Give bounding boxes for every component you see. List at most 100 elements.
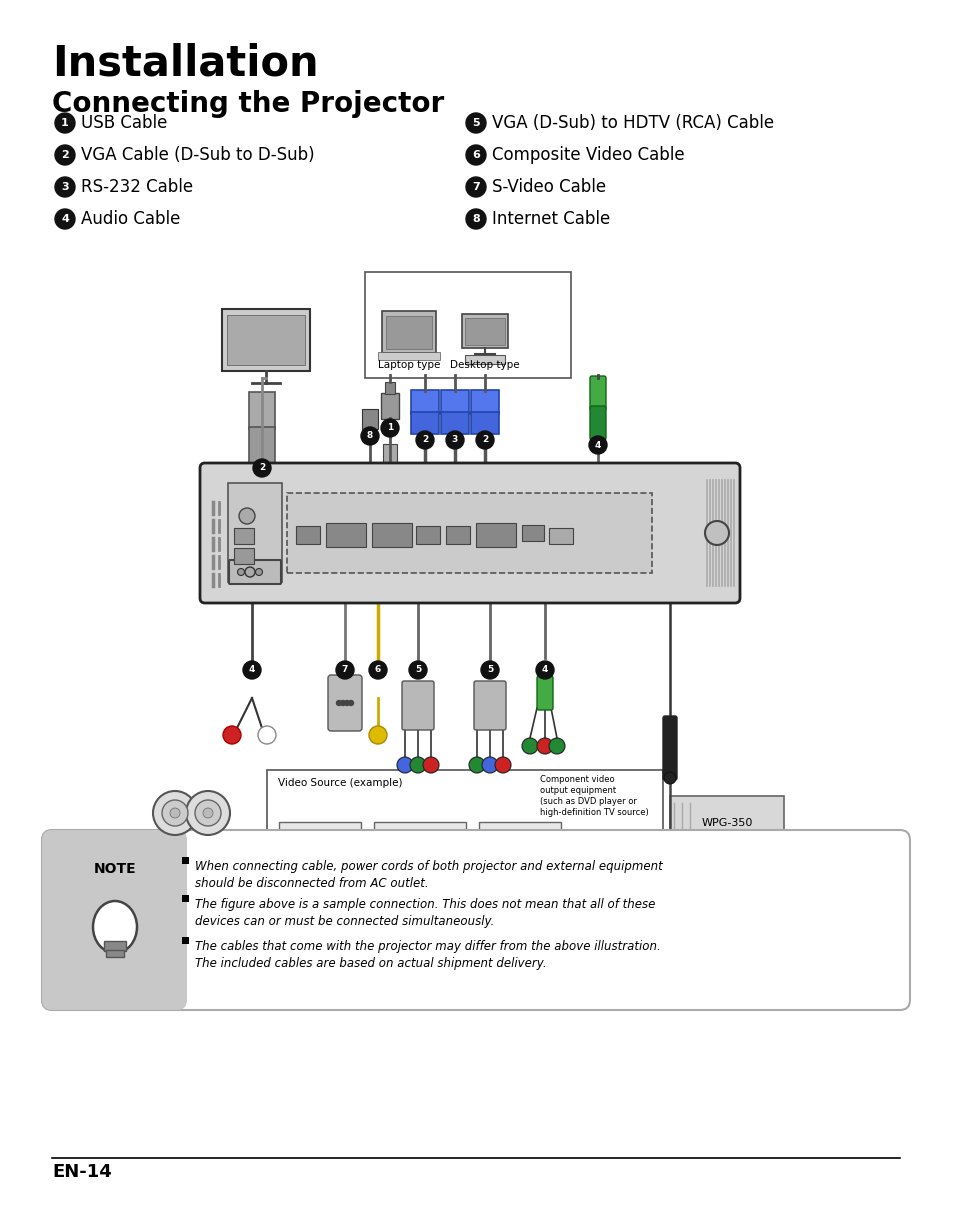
- Circle shape: [536, 661, 554, 678]
- Circle shape: [588, 436, 606, 454]
- Circle shape: [253, 459, 271, 477]
- Circle shape: [369, 726, 387, 744]
- Text: Composite Video Cable: Composite Video Cable: [492, 146, 684, 164]
- FancyBboxPatch shape: [182, 895, 189, 903]
- FancyBboxPatch shape: [233, 527, 253, 544]
- FancyBboxPatch shape: [662, 716, 677, 780]
- FancyBboxPatch shape: [461, 314, 507, 348]
- FancyBboxPatch shape: [71, 840, 177, 1000]
- Text: Internet Cable: Internet Cable: [492, 209, 610, 228]
- FancyBboxPatch shape: [104, 942, 126, 951]
- Text: 5: 5: [415, 665, 420, 675]
- Ellipse shape: [92, 901, 137, 952]
- Circle shape: [446, 431, 463, 449]
- Text: 8: 8: [472, 214, 479, 224]
- Text: 7: 7: [472, 181, 479, 192]
- FancyBboxPatch shape: [372, 523, 412, 547]
- Text: 7: 7: [341, 665, 348, 675]
- FancyBboxPatch shape: [222, 309, 310, 371]
- Circle shape: [360, 428, 378, 445]
- Text: VGA (D-Sub) to HDTV (RCA) Cable: VGA (D-Sub) to HDTV (RCA) Cable: [492, 114, 773, 132]
- FancyBboxPatch shape: [464, 318, 504, 345]
- FancyBboxPatch shape: [537, 676, 553, 710]
- FancyBboxPatch shape: [589, 406, 605, 440]
- FancyBboxPatch shape: [589, 376, 605, 410]
- Text: 1: 1: [61, 118, 69, 128]
- Circle shape: [335, 661, 354, 678]
- Text: Connecting the Projector: Connecting the Projector: [52, 90, 444, 118]
- FancyBboxPatch shape: [182, 857, 189, 864]
- FancyBboxPatch shape: [295, 526, 319, 544]
- Circle shape: [369, 661, 387, 678]
- FancyBboxPatch shape: [474, 681, 505, 730]
- Circle shape: [336, 700, 341, 705]
- Circle shape: [245, 568, 254, 577]
- Circle shape: [476, 431, 494, 449]
- FancyBboxPatch shape: [411, 412, 438, 434]
- Text: 8: 8: [367, 431, 373, 441]
- Circle shape: [55, 209, 75, 229]
- Text: 4: 4: [249, 665, 254, 675]
- Text: Settop Box: Settop Box: [389, 834, 450, 844]
- Text: VGA Cable (D-Sub to D-Sub): VGA Cable (D-Sub to D-Sub): [81, 146, 314, 164]
- Text: 5: 5: [472, 118, 479, 128]
- Text: 1: 1: [387, 424, 393, 432]
- Text: Video Source (example): Video Source (example): [277, 778, 402, 788]
- Circle shape: [186, 790, 230, 836]
- Circle shape: [340, 700, 345, 705]
- Circle shape: [704, 521, 728, 544]
- Circle shape: [465, 113, 485, 133]
- FancyBboxPatch shape: [382, 445, 396, 464]
- Text: Component video
output equipment
(such as DVD player or
high-definition TV sourc: Component video output equipment (such a…: [539, 775, 648, 817]
- Text: 4: 4: [541, 665, 548, 675]
- Text: USB Cable: USB Cable: [81, 114, 167, 132]
- Circle shape: [465, 177, 485, 197]
- Text: Installation: Installation: [52, 43, 318, 85]
- FancyBboxPatch shape: [365, 272, 571, 378]
- Circle shape: [465, 145, 485, 164]
- Text: 6: 6: [375, 665, 381, 675]
- Circle shape: [243, 661, 261, 678]
- FancyBboxPatch shape: [267, 770, 662, 866]
- FancyBboxPatch shape: [328, 675, 361, 731]
- Circle shape: [537, 738, 553, 754]
- Circle shape: [469, 758, 484, 773]
- Circle shape: [55, 177, 75, 197]
- Text: 4: 4: [594, 441, 600, 449]
- FancyBboxPatch shape: [446, 526, 470, 544]
- FancyBboxPatch shape: [233, 548, 253, 564]
- Text: 2: 2: [421, 436, 428, 445]
- FancyBboxPatch shape: [52, 840, 177, 990]
- Text: NOTE: NOTE: [93, 862, 136, 876]
- Circle shape: [237, 569, 244, 575]
- FancyBboxPatch shape: [380, 393, 398, 419]
- Circle shape: [55, 113, 75, 133]
- Circle shape: [152, 790, 196, 836]
- Circle shape: [521, 738, 537, 754]
- FancyBboxPatch shape: [464, 354, 504, 364]
- Circle shape: [663, 772, 676, 784]
- Circle shape: [416, 431, 434, 449]
- FancyBboxPatch shape: [42, 829, 909, 1010]
- FancyBboxPatch shape: [381, 311, 436, 353]
- FancyBboxPatch shape: [401, 681, 434, 730]
- Circle shape: [162, 800, 188, 826]
- FancyBboxPatch shape: [182, 937, 189, 944]
- Circle shape: [380, 419, 398, 437]
- Circle shape: [348, 700, 354, 705]
- Text: Audio Cable: Audio Cable: [81, 209, 180, 228]
- Text: WPG-350: WPG-350: [700, 818, 752, 828]
- Circle shape: [257, 726, 275, 744]
- Circle shape: [495, 758, 511, 773]
- Text: 5: 5: [486, 665, 493, 675]
- Text: 2: 2: [481, 436, 488, 445]
- FancyBboxPatch shape: [287, 493, 651, 572]
- Text: 6: 6: [472, 150, 479, 160]
- Text: 3: 3: [452, 436, 457, 445]
- Circle shape: [410, 758, 426, 773]
- FancyBboxPatch shape: [471, 412, 498, 434]
- FancyBboxPatch shape: [326, 523, 366, 547]
- FancyBboxPatch shape: [386, 315, 432, 350]
- FancyBboxPatch shape: [416, 526, 439, 544]
- Text: 2: 2: [258, 464, 265, 473]
